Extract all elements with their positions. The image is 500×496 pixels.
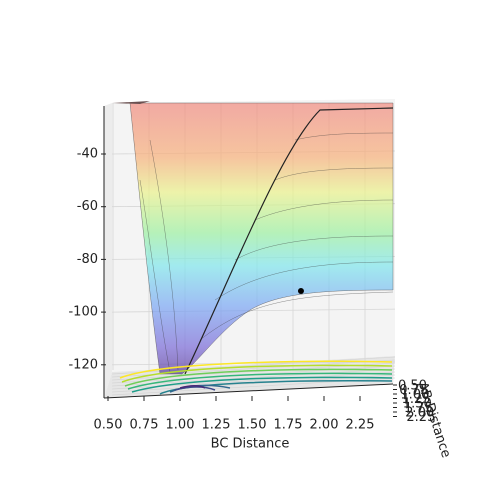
x-axis-label: BC Distance <box>211 437 290 452</box>
grid-line <box>111 368 396 387</box>
z-tick-label: -60 <box>77 199 98 214</box>
x-tick-label: 0.75 <box>130 418 159 433</box>
y-tick-label: 0.50 <box>398 379 427 394</box>
y-tick-label: 2.25 <box>406 410 435 425</box>
x-tick-label: 1.75 <box>274 418 303 433</box>
floor-contours <box>119 360 393 395</box>
left-pane <box>104 103 112 398</box>
y-tick-label: 1.75 <box>404 401 433 416</box>
surface <box>129 102 394 375</box>
x-tick-label: 1.50 <box>238 418 267 433</box>
ridge-line <box>184 107 394 375</box>
z-tick-label: -100 <box>68 305 98 320</box>
surface-edge <box>112 101 150 104</box>
x-tick-label: 2.00 <box>310 418 339 433</box>
z-tick-label: -80 <box>77 252 98 267</box>
z-tick-label: -40 <box>77 147 98 162</box>
surface-contours <box>139 132 394 373</box>
point <box>297 288 304 295</box>
y-tick-label: 0.75 <box>399 383 428 398</box>
y-tick-label: 1.25 <box>402 392 431 407</box>
y-tick-label: 2.00 <box>405 406 434 421</box>
x-tick-label: 2.25 <box>346 418 375 433</box>
floor-pane <box>104 356 395 398</box>
y-tick-label: 1.00 <box>400 388 429 403</box>
y-tick-label: 1.50 <box>403 397 432 412</box>
z-tick-label: -120 <box>68 357 98 372</box>
x-tick-label: 1.25 <box>202 418 231 433</box>
x-axis <box>103 383 394 399</box>
x-tick-label: 1.00 <box>166 418 195 433</box>
grid-line <box>111 356 396 375</box>
x-tick-label: 0.50 <box>94 418 123 433</box>
